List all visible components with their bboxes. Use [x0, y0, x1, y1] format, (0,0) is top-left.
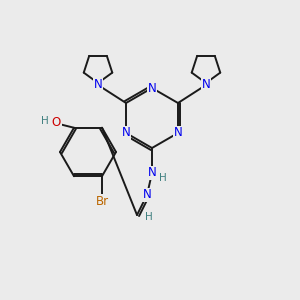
Text: H: H [159, 173, 167, 183]
Text: N: N [202, 79, 210, 92]
Text: Br: Br [95, 195, 109, 208]
Text: H: H [145, 212, 153, 222]
Text: N: N [148, 167, 156, 179]
Text: N: N [148, 82, 156, 94]
Text: N: N [142, 188, 152, 202]
Text: O: O [51, 116, 61, 129]
Text: N: N [122, 127, 130, 140]
Text: N: N [174, 127, 182, 140]
Text: N: N [94, 79, 102, 92]
Text: H: H [41, 116, 49, 126]
